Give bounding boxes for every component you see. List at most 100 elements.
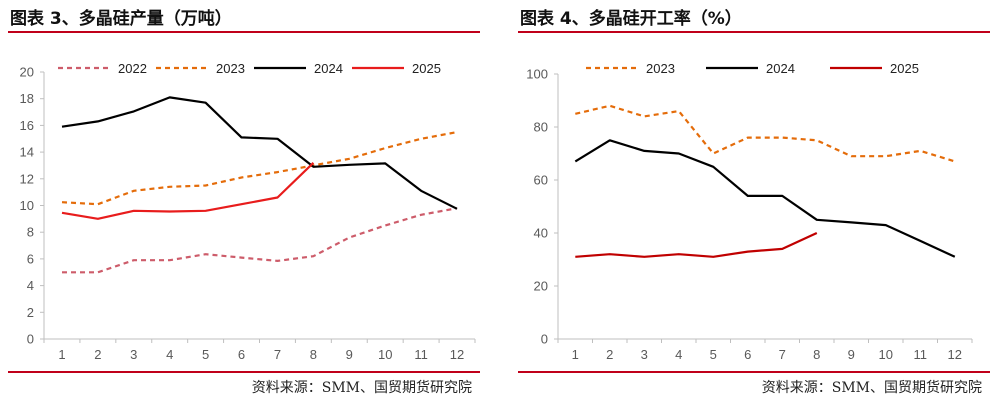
y-tick-label: 0 bbox=[27, 332, 34, 347]
x-tick-label: 3 bbox=[641, 347, 648, 362]
legend-label-2023: 2023 bbox=[216, 61, 245, 76]
legend-label-2024: 2024 bbox=[314, 61, 343, 76]
series-line-2025 bbox=[61, 162, 315, 220]
legend-label-2025: 2025 bbox=[412, 61, 441, 76]
x-tick-label: 11 bbox=[414, 347, 428, 362]
x-tick-group: 3 bbox=[641, 347, 648, 362]
x-tick-group: 9 bbox=[848, 347, 855, 362]
x-tick-label: 8 bbox=[813, 347, 820, 362]
x-tick-label: 7 bbox=[274, 347, 281, 362]
y-tick-group: 80 bbox=[534, 120, 548, 135]
x-tick-group: 4 bbox=[166, 347, 173, 362]
y-tick-group: 4 bbox=[27, 278, 34, 293]
y-tick-label: 8 bbox=[27, 225, 34, 240]
x-tick-group: 8 bbox=[310, 347, 317, 362]
series-line-2022 bbox=[62, 207, 458, 274]
y-tick-group: 20 bbox=[534, 279, 548, 294]
y-tick-group: 100 bbox=[526, 67, 548, 82]
x-tick-label: 12 bbox=[450, 347, 464, 362]
x-tick-group: 7 bbox=[274, 347, 281, 362]
y-tick-label: 4 bbox=[27, 278, 34, 293]
production-chart-panel: 图表 3、多晶硅产量（万吨） 0 2 4 6 8 10 12 14 16 18 20 1 2 3 4 5 6 7 8… bbox=[0, 0, 480, 403]
x-tick-label: 1 bbox=[58, 347, 65, 362]
x-tick-label: 2 bbox=[94, 347, 101, 362]
x-tick-group: 1 bbox=[572, 347, 579, 362]
x-tick-group: 7 bbox=[779, 347, 786, 362]
y-tick-group: 60 bbox=[534, 173, 548, 188]
x-tick-label: 4 bbox=[166, 347, 173, 362]
x-tick-group: 12 bbox=[948, 347, 962, 362]
x-tick-label: 11 bbox=[914, 347, 928, 362]
y-tick-group: 20 bbox=[20, 65, 34, 80]
x-tick-label: 4 bbox=[675, 347, 682, 362]
x-tick-group: 11 bbox=[914, 347, 928, 362]
y-tick-label: 10 bbox=[20, 198, 34, 213]
y-tick-group: 16 bbox=[20, 118, 34, 133]
x-tick-group: 3 bbox=[130, 347, 137, 362]
y-tick-label: 60 bbox=[534, 173, 548, 188]
x-tick-group: 6 bbox=[238, 347, 245, 362]
y-tick-label: 6 bbox=[27, 251, 34, 266]
utilization-chart-source: 资料来源：SMM、国贸期货研究院 bbox=[761, 380, 982, 396]
legend-label-2025: 2025 bbox=[890, 61, 919, 76]
y-tick-group: 10 bbox=[20, 198, 34, 213]
x-tick-group: 2 bbox=[606, 347, 613, 362]
y-tick-label: 18 bbox=[20, 91, 34, 106]
x-tick-label: 3 bbox=[130, 347, 137, 362]
x-tick-group: 5 bbox=[202, 347, 209, 362]
x-tick-group: 10 bbox=[879, 347, 893, 362]
utilization-chart-panel: 图表 4、多晶硅开工率（%） 0 20 40 60 80 100 1 2 3 4 5 6 7 8 9 10 11… bbox=[510, 0, 990, 403]
y-tick-label: 0 bbox=[541, 332, 548, 347]
x-tick-label: 6 bbox=[238, 347, 245, 362]
x-tick-group: 5 bbox=[710, 347, 717, 362]
production-chart-source: 资料来源：SMM、国贸期货研究院 bbox=[251, 380, 472, 396]
x-tick-label: 12 bbox=[948, 347, 962, 362]
utilization-chart-title: 图表 4、多晶硅开工率（%） bbox=[520, 9, 742, 29]
y-tick-group: 0 bbox=[541, 332, 548, 347]
y-tick-label: 12 bbox=[20, 171, 34, 186]
x-tick-label: 10 bbox=[879, 347, 893, 362]
legend-label-2024: 2024 bbox=[766, 61, 795, 76]
y-tick-group: 0 bbox=[27, 332, 34, 347]
x-tick-group: 10 bbox=[378, 347, 392, 362]
y-tick-group: 40 bbox=[534, 226, 548, 241]
legend-label-2023: 2023 bbox=[646, 61, 675, 76]
title-divider bbox=[8, 31, 480, 33]
title-divider bbox=[518, 31, 990, 33]
x-tick-label: 5 bbox=[710, 347, 717, 362]
y-tick-label: 14 bbox=[20, 145, 34, 160]
series-line-2025 bbox=[575, 232, 818, 258]
series-line-2023 bbox=[61, 131, 458, 206]
y-tick-label: 20 bbox=[534, 279, 548, 294]
series-line-2024 bbox=[61, 96, 458, 210]
y-tick-label: 80 bbox=[534, 120, 548, 135]
production-chart-title: 图表 3、多晶硅产量（万吨） bbox=[10, 9, 232, 29]
x-tick-label: 7 bbox=[779, 347, 786, 362]
series-line-2023 bbox=[575, 104, 956, 163]
x-tick-group: 2 bbox=[94, 347, 101, 362]
x-tick-group: 1 bbox=[58, 347, 65, 362]
x-tick-group: 4 bbox=[675, 347, 682, 362]
x-tick-label: 10 bbox=[378, 347, 392, 362]
y-tick-label: 20 bbox=[20, 65, 34, 80]
y-tick-group: 2 bbox=[27, 305, 34, 320]
legend-label-2022: 2022 bbox=[118, 61, 147, 76]
x-tick-label: 9 bbox=[346, 347, 353, 362]
series-line-2024 bbox=[574, 139, 956, 258]
x-tick-group: 6 bbox=[744, 347, 751, 362]
x-tick-label: 2 bbox=[606, 347, 613, 362]
y-tick-group: 18 bbox=[20, 91, 34, 106]
y-tick-group: 14 bbox=[20, 145, 34, 160]
x-tick-group: 11 bbox=[414, 347, 428, 362]
source-divider bbox=[8, 371, 480, 373]
x-tick-group: 9 bbox=[346, 347, 353, 362]
y-tick-group: 12 bbox=[20, 171, 34, 186]
x-tick-group: 8 bbox=[813, 347, 820, 362]
x-tick-label: 1 bbox=[572, 347, 579, 362]
y-tick-label: 16 bbox=[20, 118, 34, 133]
x-tick-label: 6 bbox=[744, 347, 751, 362]
y-tick-label: 100 bbox=[526, 67, 548, 82]
source-divider bbox=[518, 371, 990, 373]
x-tick-group: 12 bbox=[450, 347, 464, 362]
